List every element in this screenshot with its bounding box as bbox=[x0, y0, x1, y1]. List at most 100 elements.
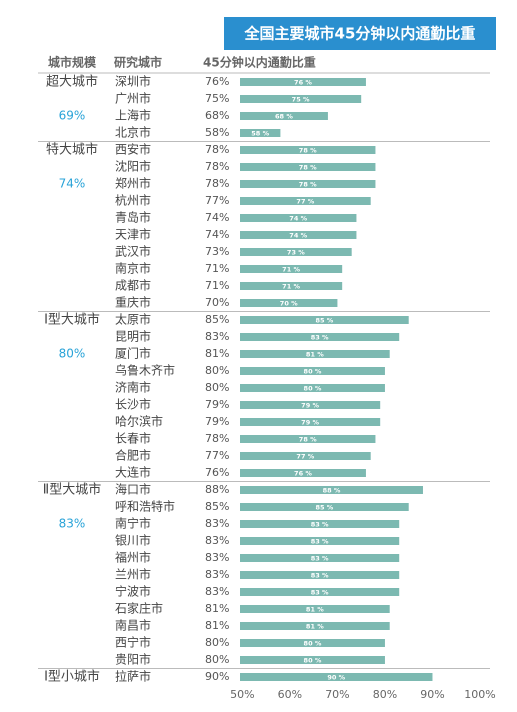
value-label: 83% bbox=[205, 568, 229, 581]
value-label: 81% bbox=[205, 347, 229, 360]
city-label: 长春市 bbox=[115, 431, 151, 446]
bar-label: 88 % bbox=[323, 487, 341, 495]
x-tick-label: 60% bbox=[278, 688, 302, 701]
city-label: 大连市 bbox=[115, 465, 151, 480]
column-header: 研究城市 bbox=[114, 55, 162, 70]
bar bbox=[240, 197, 371, 205]
city-label: 济南市 bbox=[115, 380, 151, 395]
column-header: 城市规模 bbox=[48, 55, 97, 70]
value-label: 81% bbox=[205, 602, 229, 615]
group-label: Ⅱ型大城市 bbox=[43, 482, 101, 498]
bar-label: 70 % bbox=[280, 300, 298, 308]
bar bbox=[240, 231, 357, 239]
bar-label: 78 % bbox=[299, 164, 317, 172]
value-label: 78% bbox=[205, 160, 229, 173]
bar-label: 83 % bbox=[311, 334, 329, 342]
value-label: 77% bbox=[205, 194, 229, 207]
x-tick-label: 100% bbox=[464, 688, 495, 701]
city-label: 宁波市 bbox=[115, 584, 151, 599]
bar bbox=[240, 520, 400, 528]
bar bbox=[240, 265, 343, 273]
group-average: 74% bbox=[59, 177, 86, 191]
value-label: 76% bbox=[205, 466, 229, 479]
city-label: 青岛市 bbox=[115, 210, 151, 225]
bar bbox=[240, 486, 423, 494]
city-label: 乌鲁木齐市 bbox=[115, 363, 175, 378]
value-label: 88% bbox=[205, 483, 229, 496]
x-tick-label: 90% bbox=[420, 688, 444, 701]
bar bbox=[240, 401, 381, 409]
bar-label: 83 % bbox=[311, 572, 329, 580]
group-label: Ⅰ型小城市 bbox=[44, 669, 100, 685]
value-label: 76% bbox=[205, 75, 229, 88]
bar bbox=[240, 622, 390, 630]
bar-label: 81 % bbox=[306, 606, 324, 614]
city-label: 海口市 bbox=[115, 482, 151, 497]
city-label: 贵阳市 bbox=[115, 652, 151, 667]
bar bbox=[240, 367, 385, 375]
city-label: 太原市 bbox=[115, 312, 151, 327]
city-label: 西安市 bbox=[115, 142, 151, 157]
value-label: 78% bbox=[205, 177, 229, 190]
bar-label: 73 % bbox=[287, 249, 305, 257]
bar bbox=[240, 333, 400, 341]
city-label: 厦门市 bbox=[115, 346, 151, 361]
bar bbox=[240, 112, 328, 120]
bar bbox=[240, 656, 385, 664]
bar-label: 83 % bbox=[311, 589, 329, 597]
bar-label: 78 % bbox=[299, 147, 317, 155]
city-label: 深圳市 bbox=[115, 74, 151, 89]
group-label: 超大城市 bbox=[46, 74, 98, 90]
bar-label: 85 % bbox=[315, 317, 333, 325]
bar-label: 77 % bbox=[296, 453, 314, 461]
city-label: 南宁市 bbox=[115, 516, 151, 531]
value-label: 79% bbox=[205, 398, 229, 411]
value-label: 74% bbox=[205, 228, 229, 241]
bar bbox=[240, 588, 400, 596]
value-label: 71% bbox=[205, 262, 229, 275]
bar-label: 90 % bbox=[327, 674, 345, 682]
bar-label: 76 % bbox=[294, 79, 312, 87]
city-label: 西宁市 bbox=[115, 635, 151, 650]
city-label: 杭州市 bbox=[115, 193, 151, 208]
value-label: 80% bbox=[205, 364, 229, 377]
city-label: 广州市 bbox=[115, 91, 151, 106]
bar bbox=[240, 469, 366, 477]
city-label: 沈阳市 bbox=[115, 159, 151, 174]
city-label: 长沙市 bbox=[115, 397, 151, 412]
bar bbox=[240, 163, 376, 171]
city-label: 天津市 bbox=[115, 227, 151, 242]
city-label: 银川市 bbox=[115, 533, 151, 548]
chart-title: 全国主要城市45分钟以内通勤比重 bbox=[244, 25, 476, 43]
bar-label: 71 % bbox=[282, 266, 300, 274]
bar bbox=[240, 571, 400, 579]
value-label: 68% bbox=[205, 109, 229, 122]
value-label: 83% bbox=[205, 330, 229, 343]
value-label: 80% bbox=[205, 636, 229, 649]
bar-label: 78 % bbox=[299, 181, 317, 189]
group-label: Ⅰ型大城市 bbox=[44, 312, 100, 328]
bar-label: 71 % bbox=[282, 283, 300, 291]
group-average: 80% bbox=[59, 347, 86, 361]
city-label: 福州市 bbox=[115, 550, 151, 565]
bar bbox=[240, 503, 409, 511]
value-label: 78% bbox=[205, 432, 229, 445]
bar bbox=[240, 418, 381, 426]
city-label: 武汉市 bbox=[115, 244, 151, 259]
bar-label: 78 % bbox=[299, 436, 317, 444]
bar bbox=[240, 673, 433, 681]
city-label: 南京市 bbox=[115, 261, 151, 276]
bar bbox=[240, 214, 357, 222]
x-tick-label: 80% bbox=[373, 688, 397, 701]
value-label: 78% bbox=[205, 143, 229, 156]
city-label: 上海市 bbox=[115, 108, 151, 123]
bar bbox=[240, 299, 338, 307]
value-label: 90% bbox=[205, 670, 229, 683]
value-label: 83% bbox=[205, 534, 229, 547]
bar-label: 80 % bbox=[304, 385, 322, 393]
bar bbox=[240, 180, 376, 188]
bar bbox=[240, 350, 390, 358]
x-tick-label: 50% bbox=[230, 688, 254, 701]
bar-label: 83 % bbox=[311, 555, 329, 563]
bar bbox=[240, 146, 376, 154]
